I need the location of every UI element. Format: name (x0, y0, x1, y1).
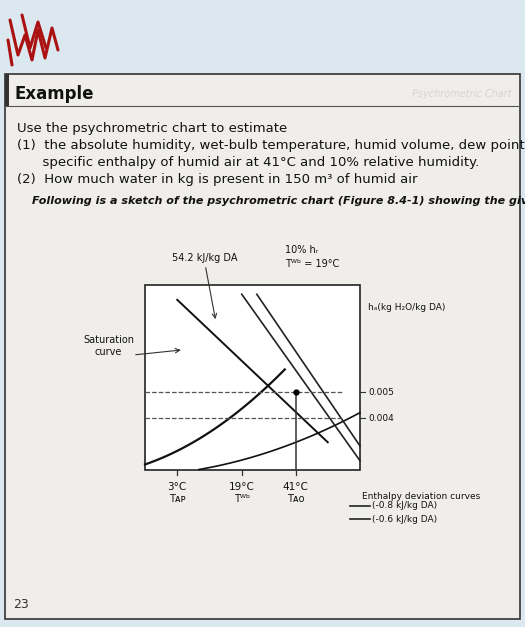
Text: Psychrometric Chart: Psychrometric Chart (412, 89, 512, 99)
Text: 0.004: 0.004 (368, 414, 394, 423)
Text: Following is a sketch of the psychrometric chart (Figure 8.4-1) showing the give: Following is a sketch of the psychrometr… (32, 196, 525, 206)
Text: 10% hᵣ: 10% hᵣ (285, 245, 318, 255)
Text: 54.2 kJ/kg DA: 54.2 kJ/kg DA (172, 253, 238, 263)
Text: Tᵂᵇ: Tᵂᵇ (234, 494, 250, 504)
Text: (-0.6 kJ/kg DA): (-0.6 kJ/kg DA) (372, 515, 437, 524)
Text: 23: 23 (13, 598, 29, 611)
Text: 0.005: 0.005 (368, 388, 394, 397)
Text: Enthalpy deviation curves: Enthalpy deviation curves (362, 492, 480, 501)
Text: Example: Example (15, 85, 94, 103)
Bar (5, 74, 520, 619)
Bar (5, 74, 9, 106)
Text: specific enthalpy of humid air at 41°C and 10% relative humidity.: specific enthalpy of humid air at 41°C a… (17, 156, 479, 169)
Text: Tᵂᵇ = 19°C: Tᵂᵇ = 19°C (285, 259, 339, 269)
Text: Tᴀᴘ: Tᴀᴘ (169, 494, 186, 504)
Text: Tᴀᴏ: Tᴀᴏ (287, 494, 304, 504)
Text: Use the psychrometric chart to estimate: Use the psychrometric chart to estimate (17, 122, 287, 135)
Text: (2)  How much water in kg is present in 150 m³ of humid air: (2) How much water in kg is present in 1… (17, 173, 417, 186)
Text: hₐ(kg H₂O/kg DA): hₐ(kg H₂O/kg DA) (368, 303, 445, 312)
Text: (1)  the absolute humidity, wet-bulb temperature, humid volume, dew point, and: (1) the absolute humidity, wet-bulb temp… (17, 139, 525, 152)
Bar (145, 285, 360, 470)
Text: 41°C: 41°C (282, 482, 309, 492)
Text: 19°C: 19°C (229, 482, 255, 492)
Text: 3°C: 3°C (167, 482, 187, 492)
Text: (-0.8 kJ/kg DA): (-0.8 kJ/kg DA) (372, 502, 437, 510)
Text: Saturation
curve: Saturation curve (83, 335, 134, 357)
